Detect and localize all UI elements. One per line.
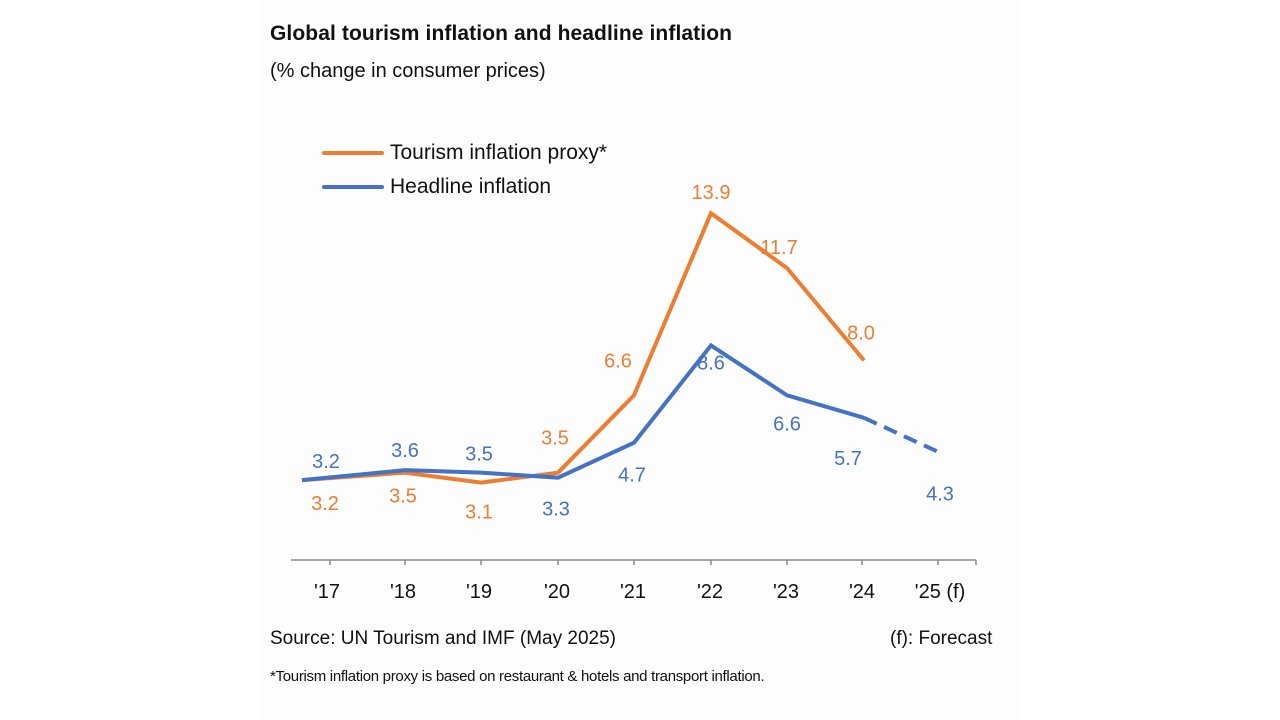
- data-label-headline: 4.7: [618, 465, 646, 487]
- data-label-tourism: 13.9: [692, 182, 731, 204]
- x-tick-label: '17: [314, 581, 340, 603]
- x-tick-label: '18: [390, 581, 416, 603]
- x-tick-label: '24: [849, 581, 875, 603]
- series-line-tourism: [301, 210, 866, 485]
- footnote: *Tourism inflation proxy is based on res…: [270, 668, 765, 685]
- data-label-tourism: 3.5: [389, 486, 417, 508]
- source-note: Source: UN Tourism and IMF (May 2025): [270, 628, 616, 649]
- legend-item-headline: Headline inflation: [322, 170, 607, 204]
- x-tick-label: '21: [620, 581, 646, 603]
- series-line-headline: [301, 342, 865, 483]
- data-label-tourism: 8.0: [847, 322, 875, 344]
- x-tick-label: '22: [697, 581, 723, 603]
- data-label-headline: 5.7: [834, 448, 862, 470]
- series-forecast-line-headline: [863, 415, 941, 455]
- legend: Tourism inflation proxy* Headline inflat…: [322, 136, 607, 204]
- legend-swatch-headline: [322, 185, 384, 189]
- legend-label-tourism: Tourism inflation proxy*: [390, 141, 608, 164]
- legend-swatch-tourism: [322, 151, 384, 155]
- data-label-tourism: 3.5: [541, 428, 569, 450]
- data-label-tourism: 11.7: [760, 237, 797, 259]
- x-tick-label: '25 (f): [915, 581, 966, 603]
- forecast-note: (f): Forecast: [890, 628, 993, 649]
- x-tick-label: '19: [466, 581, 492, 603]
- chart-title: Global tourism inflation and headline in…: [270, 22, 733, 45]
- legend-label-headline: Headline inflation: [390, 175, 552, 198]
- x-tick-label: '20: [544, 581, 570, 603]
- data-label-tourism: 6.6: [604, 350, 632, 372]
- data-label-headline: 3.3: [542, 499, 570, 521]
- data-label-tourism: 3.1: [465, 502, 493, 524]
- chart-subtitle: (% change in consumer prices): [270, 60, 546, 82]
- data-label-headline: 3.5: [465, 444, 493, 466]
- legend-item-tourism: Tourism inflation proxy*: [322, 136, 607, 170]
- data-label-headline: 3.2: [312, 451, 340, 473]
- chart-panel: [262, 0, 1018, 720]
- data-label-headline: 6.6: [773, 413, 801, 435]
- data-label-headline: 4.3: [926, 484, 954, 506]
- x-tick-label: '23: [773, 581, 799, 603]
- data-label-headline: 3.6: [391, 440, 419, 462]
- data-label-headline: 8.6: [697, 352, 725, 374]
- data-label-tourism: 3.2: [311, 493, 339, 515]
